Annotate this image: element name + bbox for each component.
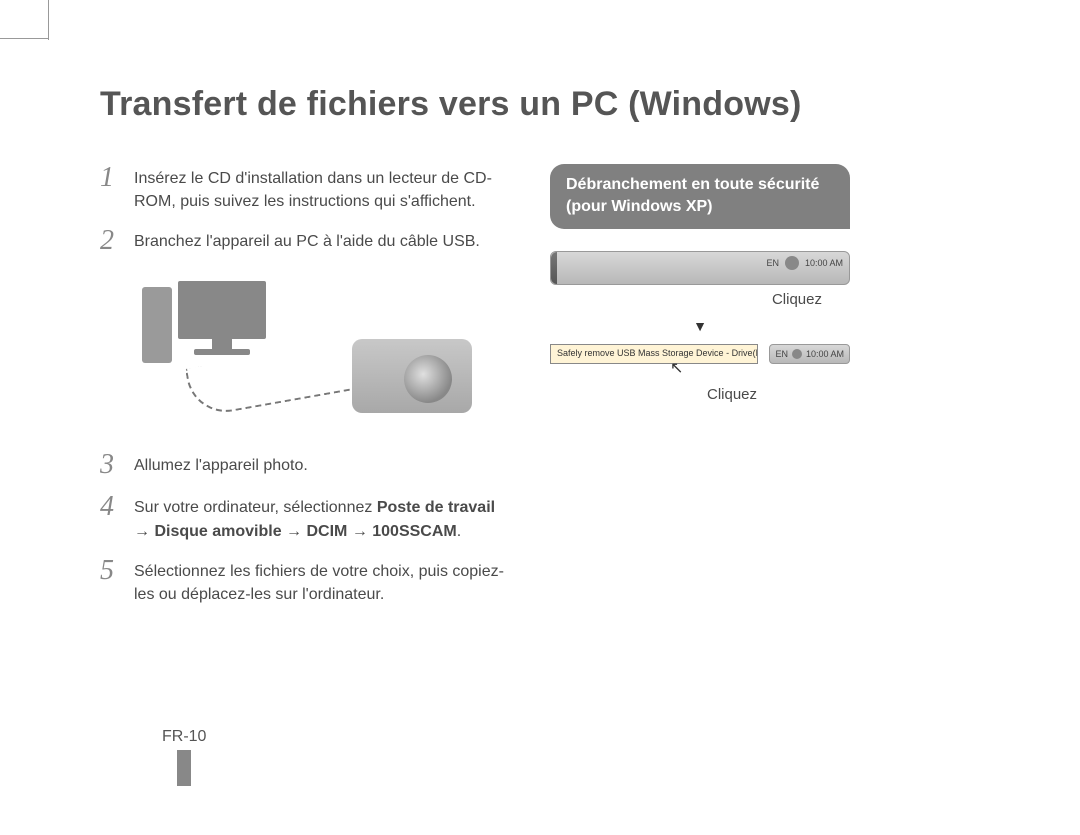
taskbar-illustration-2: Safely remove USB Mass Storage Device - …: [550, 344, 850, 378]
taskbar-illustration-1: EN 10:00 AM: [550, 251, 850, 285]
step-text: Allumez l'appareil photo.: [134, 451, 308, 479]
cursor-icon: ↖: [670, 358, 683, 378]
page-number-bar-icon: [177, 750, 191, 786]
click-label-1: Cliquez: [550, 291, 850, 308]
pc-tower-icon: [142, 287, 172, 363]
step-4-prefix: Sur votre ordinateur, sélectionnez: [134, 499, 377, 516]
page-number-text: FR-10: [162, 728, 206, 746]
down-arrow-icon: ▼: [550, 318, 850, 334]
left-column: 1 Insérez le CD d'installation dans un l…: [100, 164, 510, 620]
page-content: Transfert de fichiers vers un PC (Window…: [100, 85, 980, 620]
usb-connection-illustration: [136, 273, 476, 423]
step-text: Branchez l'appareil au PC à l'aide du câ…: [134, 227, 480, 255]
step-text: Insérez le CD d'installation dans un lec…: [134, 164, 510, 213]
page-title: Transfert de fichiers vers un PC (Window…: [100, 85, 980, 124]
step-text: Sur votre ordinateur, sélectionnez Poste…: [134, 493, 510, 542]
tray-time: 10:00 AM: [805, 258, 843, 268]
safe-remove-tooltip: Safely remove USB Mass Storage Device - …: [550, 344, 758, 364]
step-number: 1: [100, 164, 134, 213]
step-3: 3 Allumez l'appareil photo.: [100, 451, 510, 479]
step-4: 4 Sur votre ordinateur, sélectionnez Pos…: [100, 493, 510, 542]
step-number: 3: [100, 451, 134, 479]
tray-lang: EN: [766, 258, 779, 268]
step-4-suffix: .: [457, 523, 461, 540]
pc-stand-icon: [194, 349, 250, 355]
crop-mark-vertical: [48, 0, 49, 40]
click-label-2: Cliquez: [550, 386, 850, 403]
step-number: 2: [100, 227, 134, 255]
system-tray-2: EN 10:00 AM: [769, 344, 850, 364]
tray-lang-2: EN: [775, 349, 788, 359]
step-2: 2 Branchez l'appareil au PC à l'aide du …: [100, 227, 510, 255]
system-tray: EN 10:00 AM: [766, 256, 843, 270]
page-number: FR-10: [162, 728, 206, 786]
step-5: 5 Sélectionnez les fichiers de votre cho…: [100, 557, 510, 606]
step-1: 1 Insérez le CD d'installation dans un l…: [100, 164, 510, 213]
step-text: Sélectionnez les fichiers de votre choix…: [134, 557, 510, 606]
safe-remove-icon-2: [792, 349, 802, 359]
crop-mark-horizontal: [0, 38, 48, 39]
safe-remove-callout: Débranchement en toute sécurité (pour Wi…: [550, 164, 850, 229]
right-column: Débranchement en toute sécurité (pour Wi…: [550, 164, 850, 620]
pc-monitor-icon: [178, 281, 266, 339]
step-number: 5: [100, 557, 134, 606]
tray-time-2: 10:00 AM: [806, 349, 844, 359]
safe-remove-icon: [785, 256, 799, 270]
step-number: 4: [100, 493, 134, 542]
